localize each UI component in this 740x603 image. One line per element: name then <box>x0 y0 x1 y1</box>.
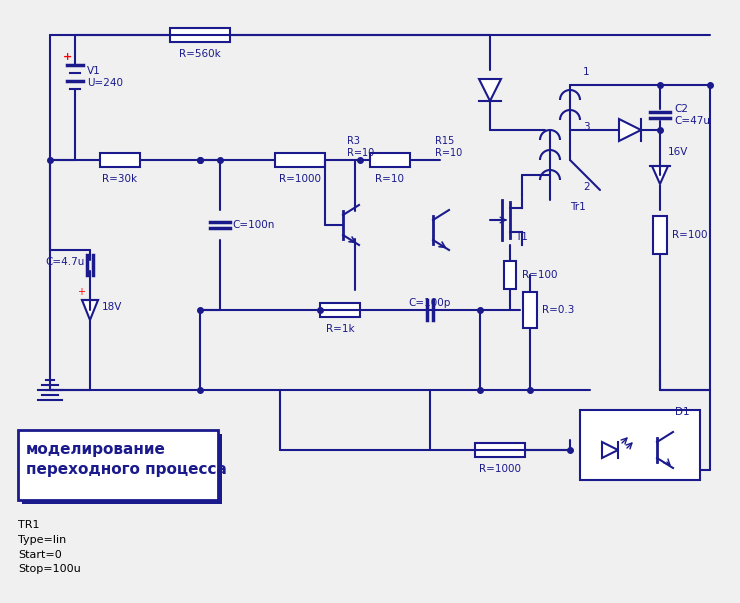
Text: R15
R=10: R15 R=10 <box>435 136 462 158</box>
Text: TR1
Type=lin
Start=0
Stop=100u: TR1 Type=lin Start=0 Stop=100u <box>18 520 81 575</box>
Text: T1: T1 <box>515 232 528 242</box>
Text: R=30k: R=30k <box>102 174 138 184</box>
Bar <box>475 443 525 457</box>
Bar <box>523 292 537 328</box>
Bar <box>22 434 222 504</box>
Text: 16V: 16V <box>668 147 688 157</box>
Text: R=10: R=10 <box>375 174 405 184</box>
Text: R=1000: R=1000 <box>479 464 521 474</box>
Text: моделирование
переходного процесса: моделирование переходного процесса <box>26 442 227 477</box>
Text: D1: D1 <box>675 407 690 417</box>
Polygon shape <box>619 119 641 141</box>
Polygon shape <box>82 300 98 320</box>
Text: C2
C=47u: C2 C=47u <box>674 104 710 126</box>
Bar <box>170 28 230 42</box>
Polygon shape <box>652 166 668 184</box>
Polygon shape <box>479 79 501 101</box>
Text: C=100p: C=100p <box>408 298 451 308</box>
Text: 2: 2 <box>583 182 590 192</box>
Text: +: + <box>63 52 72 62</box>
Text: R=1000: R=1000 <box>279 174 321 184</box>
Polygon shape <box>602 442 618 458</box>
Text: 3: 3 <box>583 122 590 132</box>
Bar <box>504 261 516 289</box>
Text: Tr1: Tr1 <box>570 202 586 212</box>
Text: R=100: R=100 <box>522 270 557 280</box>
Bar <box>100 153 140 167</box>
Bar <box>653 216 667 254</box>
Bar <box>18 430 218 500</box>
Text: 18V: 18V <box>102 302 122 312</box>
Text: C=100n: C=100n <box>232 220 275 230</box>
Bar <box>275 153 325 167</box>
Text: R3
R=10: R3 R=10 <box>347 136 374 158</box>
Text: V1
U=240: V1 U=240 <box>87 66 123 88</box>
Text: R=560k: R=560k <box>179 49 221 59</box>
Bar <box>320 303 360 317</box>
Text: R=100: R=100 <box>672 230 707 240</box>
Text: R=0.3: R=0.3 <box>542 305 574 315</box>
Text: 1: 1 <box>583 67 590 77</box>
Text: R=1k: R=1k <box>326 324 354 334</box>
Bar <box>580 410 700 480</box>
Text: C=4.7u: C=4.7u <box>45 257 84 267</box>
Bar <box>370 153 410 167</box>
Text: +: + <box>77 287 85 297</box>
